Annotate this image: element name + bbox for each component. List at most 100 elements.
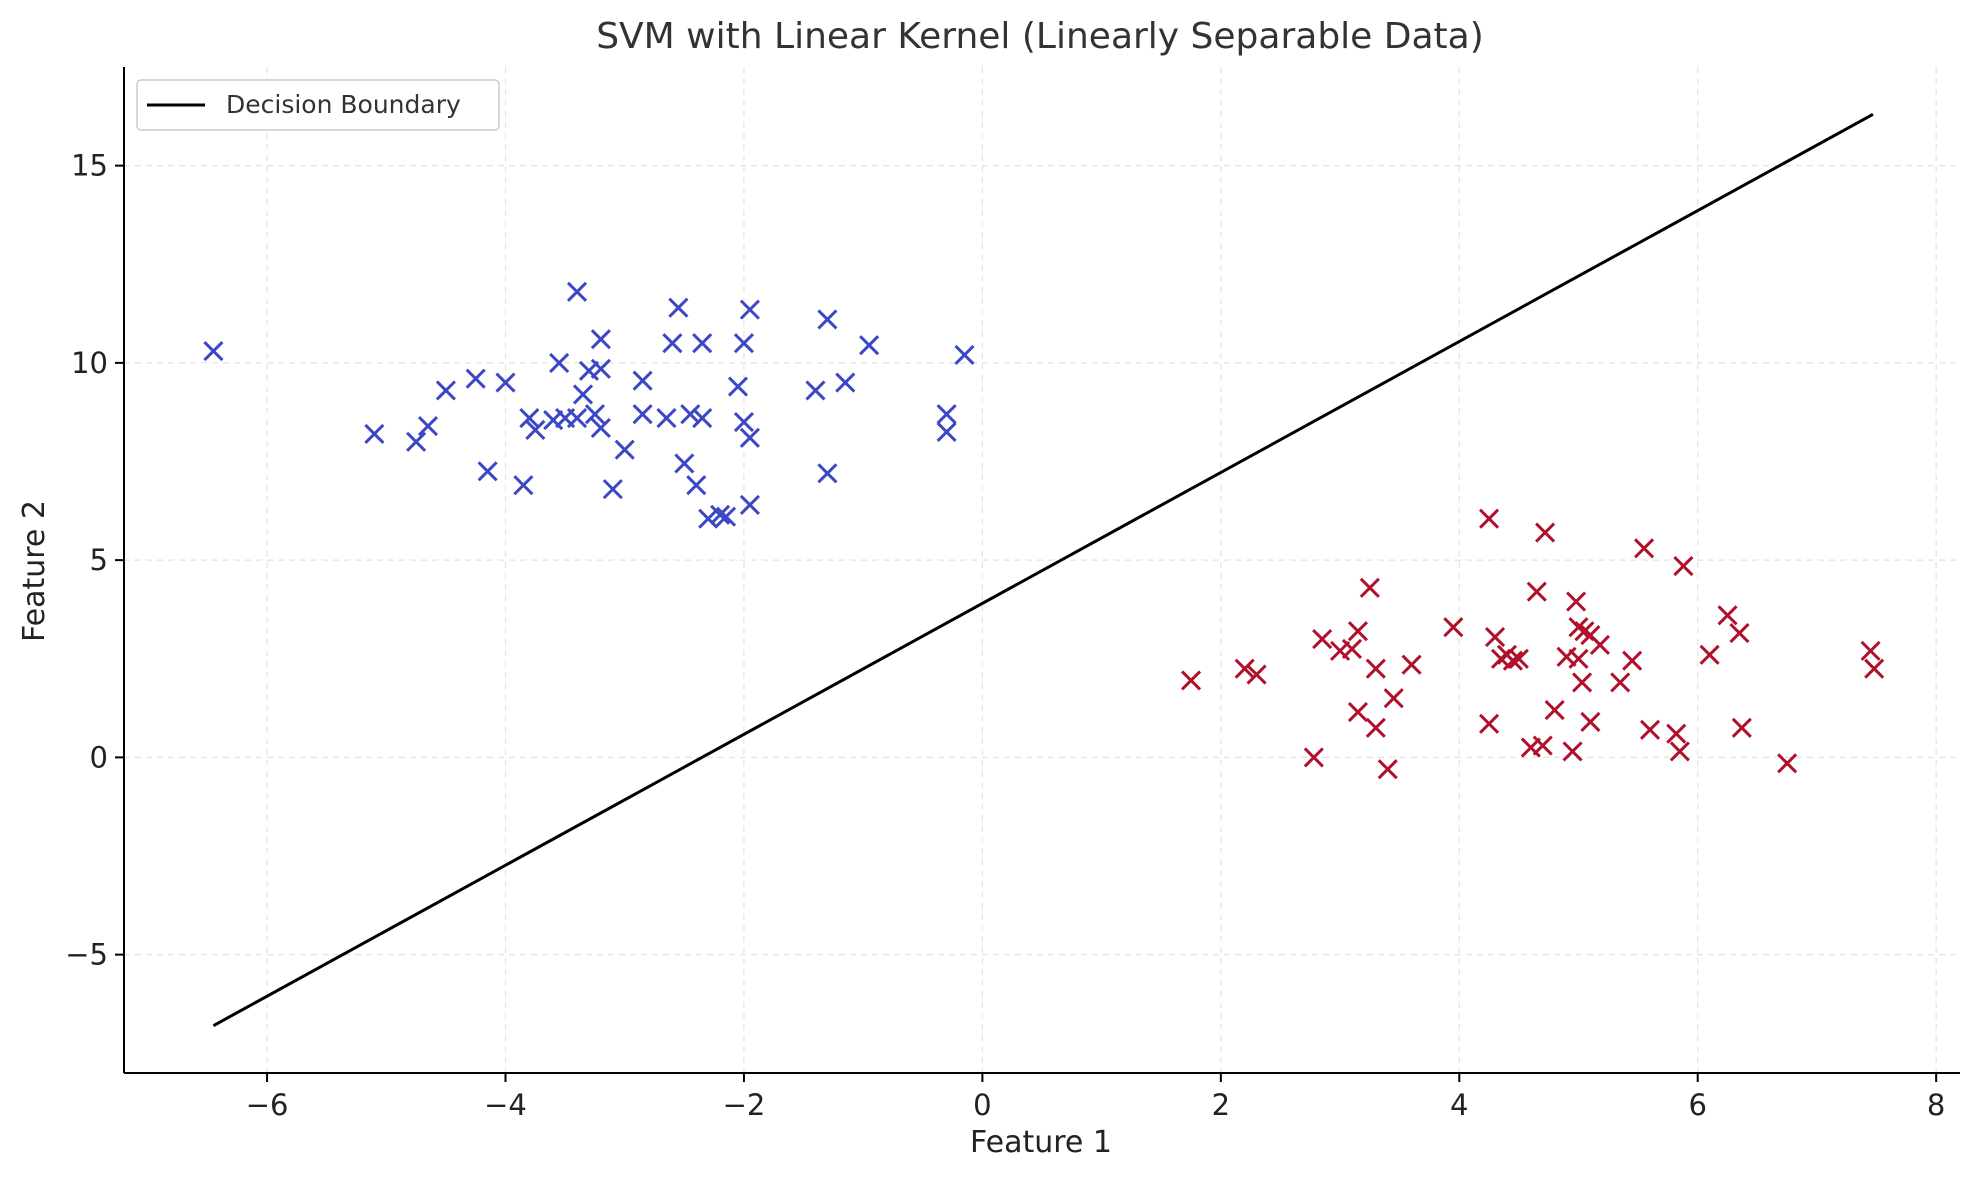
data-point-series-2 — [1610, 672, 1631, 693]
x-axis-label: Feature 1 — [970, 1125, 1112, 1160]
data-point-series-1 — [859, 335, 880, 356]
data-point-series-2 — [1479, 713, 1500, 734]
data-point-series-1 — [733, 411, 755, 433]
data-point-series-2 — [1502, 650, 1523, 671]
data-point-series-2 — [1562, 741, 1583, 762]
data-point-series-2 — [1303, 747, 1324, 768]
chart-title: SVM with Linear Kernel (Linearly Separab… — [596, 16, 1484, 57]
data-point-series-2 — [1669, 741, 1690, 762]
x-tick-label: 2 — [1212, 1088, 1230, 1122]
data-point-series-1 — [727, 376, 749, 397]
data-point-series-2 — [1234, 658, 1255, 679]
data-point-series-2 — [1864, 658, 1885, 679]
x-tick-label: 0 — [973, 1088, 991, 1122]
data-point-series-2 — [1566, 591, 1587, 612]
data-point-series-1 — [680, 404, 701, 425]
data-point-series-1 — [590, 358, 611, 379]
data-point-series-1 — [733, 333, 755, 354]
data-point-series-1 — [614, 439, 635, 460]
legend-entry-decision-boundary: Decision Boundary — [226, 90, 461, 119]
data-point-series-1 — [739, 299, 760, 320]
data-point-series-2 — [1622, 650, 1643, 671]
data-point-series-1 — [817, 463, 838, 484]
y-tick-label: 15 — [71, 149, 108, 183]
data-point-series-2 — [1666, 723, 1687, 744]
data-point-series-1 — [954, 344, 975, 366]
data-point-series-2 — [1572, 672, 1593, 693]
legend-box — [136, 79, 500, 131]
data-point-series-2 — [1365, 658, 1386, 679]
data-point-series-1 — [835, 372, 856, 393]
x-tick-label: 8 — [1927, 1088, 1945, 1122]
data-point-series-1 — [716, 506, 737, 527]
data-point-series-2 — [1535, 522, 1556, 543]
data-point-series-1 — [632, 370, 653, 391]
data-point-series-1 — [656, 408, 677, 429]
data-point-series-2 — [1777, 753, 1798, 774]
data-point-series-1 — [495, 372, 516, 393]
data-point-series-2 — [1347, 621, 1368, 642]
data-point-series-2 — [1341, 638, 1363, 659]
data-point-series-1 — [817, 309, 838, 330]
data-point-series-2 — [1484, 627, 1506, 648]
data-point-series-2 — [1377, 759, 1398, 780]
data-point-series-1 — [519, 408, 540, 429]
data-point-series-2 — [1479, 508, 1500, 529]
data-point-series-1 — [435, 380, 456, 401]
data-point-series-1 — [692, 333, 713, 354]
data-point-series-1 — [566, 408, 588, 429]
data-point-series-2 — [1634, 538, 1655, 559]
data-point-series-1 — [668, 297, 689, 318]
data-point-series-2 — [1568, 648, 1589, 669]
data-point-series-1 — [584, 404, 605, 425]
data-point-series-2 — [1347, 701, 1368, 723]
data-point-series-2 — [1580, 711, 1601, 732]
data-point-series-1 — [674, 453, 695, 474]
data-point-series-1 — [805, 380, 826, 401]
data-point-series-1 — [936, 421, 957, 442]
data-point-series-2 — [1508, 648, 1529, 669]
data-point-series-1 — [692, 408, 713, 429]
data-point-series-2 — [1860, 640, 1881, 661]
data-point-series-2 — [1731, 717, 1752, 738]
data-point-series-1 — [566, 281, 588, 302]
data-point-series-1 — [602, 479, 623, 500]
data-point-series-1 — [465, 368, 486, 389]
data-point-series-2 — [1443, 617, 1464, 638]
data-points — [203, 281, 1885, 780]
x-tick-label: 6 — [1688, 1088, 1706, 1122]
data-point-series-1 — [477, 461, 498, 482]
data-point-series-2 — [1639, 719, 1661, 740]
data-point-series-2 — [1246, 664, 1267, 685]
data-point-series-2 — [1699, 644, 1720, 665]
decision-boundary-layer — [212, 113, 1874, 1027]
data-point-series-1 — [632, 404, 653, 425]
axes: −6 −4 −2 0 2 4 6 8 −5 0 5 10 15 — [65, 67, 1960, 1122]
data-point-series-2 — [1532, 735, 1553, 756]
x-tick-label: 4 — [1450, 1088, 1468, 1122]
data-point-series-2 — [1365, 717, 1386, 738]
data-point-series-2 — [1544, 699, 1565, 721]
data-point-series-1 — [549, 352, 570, 373]
data-point-series-1 — [513, 475, 534, 496]
y-axis-label: Feature 2 — [17, 500, 52, 642]
data-point-series-1 — [739, 427, 760, 448]
data-point-series-1 — [662, 333, 683, 354]
x-tick-label: −4 — [484, 1088, 527, 1122]
data-point-series-2 — [1383, 688, 1404, 709]
data-point-series-2 — [1589, 634, 1611, 656]
data-point-series-1 — [406, 431, 427, 452]
data-point-series-2 — [1673, 555, 1694, 577]
data-point-series-1 — [203, 340, 224, 362]
data-point-series-1 — [739, 494, 760, 515]
data-point-series-1 — [698, 508, 719, 529]
data-point-series-1 — [417, 415, 439, 437]
data-point-series-1 — [590, 417, 611, 439]
data-point-series-1 — [525, 419, 546, 441]
data-point-series-1 — [710, 504, 731, 525]
y-tick-label: 5 — [90, 543, 108, 577]
data-point-series-1 — [572, 384, 594, 405]
data-point-series-2 — [1401, 654, 1422, 675]
data-point-series-2 — [1729, 623, 1750, 644]
